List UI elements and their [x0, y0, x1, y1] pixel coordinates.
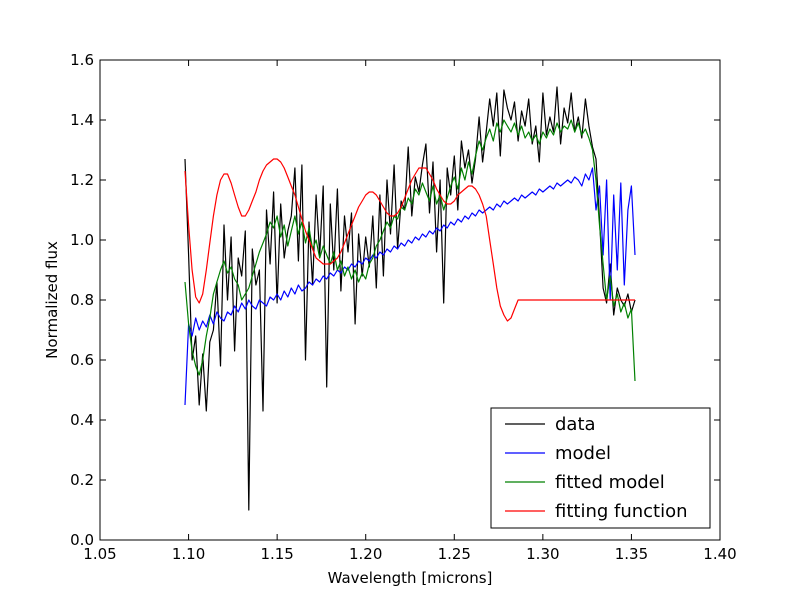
series-line-fitting-function — [184, 158, 635, 322]
y-tick-label: 1.4 — [70, 111, 94, 129]
x-tick-label: 1.40 — [703, 545, 736, 563]
series-line-model — [184, 167, 636, 406]
y-tick-label: 1.2 — [70, 171, 94, 189]
y-tick-label: 0.4 — [70, 411, 94, 429]
x-tick-label: 1.20 — [349, 545, 382, 563]
x-axis-label: Wavelength [microns] — [328, 569, 493, 587]
y-axis-label: Normalized flux — [43, 241, 61, 359]
x-tick-label: 1.30 — [526, 545, 559, 563]
y-tick-label: 1.6 — [70, 51, 94, 69]
legend-label-model: model — [555, 443, 611, 464]
legend-label-data: data — [555, 414, 596, 435]
legend-label-fitting-function: fitting function — [555, 501, 688, 522]
x-tick-label: 1.15 — [260, 545, 293, 563]
legend-box — [490, 407, 711, 529]
y-tick-label: 0.2 — [70, 471, 94, 489]
ticks-layer: 1.05 1.10 1.15 1.20 1.25 1.30 1.35 1.40 0.0 0.2 0.… — [70, 51, 737, 563]
x-tick-label: 1.25 — [438, 545, 471, 563]
legend: data model fitted model fitting function — [490, 407, 711, 529]
y-tick-label: 0.0 — [70, 531, 94, 549]
x-tick-label: 1.05 — [83, 545, 116, 563]
x-tick-label: 1.35 — [615, 545, 648, 563]
legend-label-fitted-model: fitted model — [555, 472, 665, 493]
y-tick-label: 0.8 — [70, 291, 94, 309]
series-line-data — [184, 86, 636, 511]
x-tick-label: 1.10 — [172, 545, 205, 563]
y-tick-label: 1.0 — [70, 231, 94, 249]
legend-items: data model fitted model fitting function — [505, 414, 688, 522]
series-line-fitted-model — [184, 119, 636, 382]
series-layer — [184, 86, 636, 511]
y-tick-label: 0.6 — [70, 351, 94, 369]
